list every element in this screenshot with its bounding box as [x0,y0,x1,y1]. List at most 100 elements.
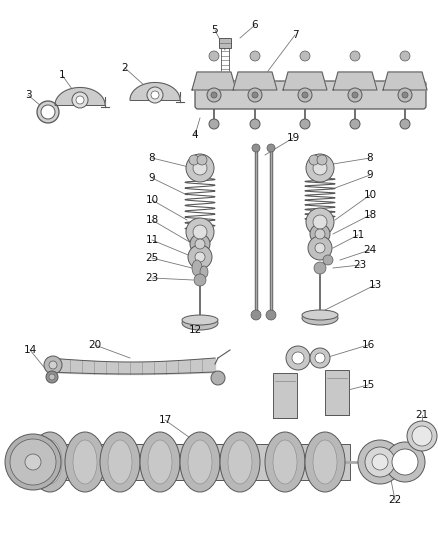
Ellipse shape [30,432,70,492]
Circle shape [194,274,206,286]
Circle shape [398,88,412,102]
Circle shape [186,218,214,246]
Ellipse shape [188,440,212,484]
Circle shape [76,96,84,104]
Circle shape [193,161,207,175]
Text: 21: 21 [415,410,429,420]
Circle shape [10,439,56,485]
Circle shape [358,440,402,484]
Text: 8: 8 [367,153,373,163]
Ellipse shape [302,310,338,320]
Text: 23: 23 [353,260,367,270]
Text: 23: 23 [145,273,159,283]
Ellipse shape [65,432,105,492]
Circle shape [267,144,275,152]
Circle shape [292,352,304,364]
Circle shape [25,454,41,470]
Circle shape [209,119,219,129]
Circle shape [315,243,325,253]
Circle shape [252,92,258,98]
Circle shape [310,224,330,244]
Circle shape [266,310,276,320]
Ellipse shape [180,432,220,492]
Text: 14: 14 [23,345,37,355]
Circle shape [313,215,327,229]
Polygon shape [333,72,377,90]
Circle shape [211,92,217,98]
Circle shape [197,155,207,165]
Circle shape [302,92,308,98]
Circle shape [286,346,310,370]
Circle shape [315,229,325,239]
Polygon shape [283,72,327,90]
Polygon shape [383,72,427,90]
Circle shape [209,51,219,61]
Circle shape [248,88,262,102]
Circle shape [385,442,425,482]
Circle shape [352,92,358,98]
Text: 9: 9 [367,170,373,180]
Circle shape [250,51,260,61]
Bar [325,370,349,415]
Text: 2: 2 [122,63,128,73]
FancyBboxPatch shape [195,81,426,109]
Ellipse shape [220,432,260,492]
Text: 22: 22 [389,495,402,505]
Circle shape [147,87,163,103]
Bar [219,38,231,48]
Circle shape [252,144,260,152]
Circle shape [37,101,59,123]
Text: 11: 11 [351,230,364,240]
Circle shape [308,236,332,260]
Ellipse shape [305,432,345,492]
Circle shape [251,310,261,320]
Circle shape [392,449,418,475]
Text: 5: 5 [212,25,218,35]
Ellipse shape [302,311,338,325]
Bar [273,373,297,418]
Circle shape [402,92,408,98]
Circle shape [400,51,410,61]
Text: 12: 12 [188,325,201,335]
Text: 19: 19 [286,133,300,143]
Circle shape [5,434,61,490]
Circle shape [186,154,214,182]
Circle shape [195,252,205,262]
Circle shape [309,155,319,165]
Circle shape [306,208,334,236]
Ellipse shape [273,440,297,484]
Circle shape [298,88,312,102]
Circle shape [211,371,225,385]
Text: 10: 10 [145,195,159,205]
Circle shape [400,119,410,129]
Circle shape [44,356,62,374]
Circle shape [195,239,205,249]
Text: 4: 4 [192,130,198,140]
Circle shape [306,154,334,182]
Circle shape [315,353,325,363]
Text: 1: 1 [59,70,65,80]
Circle shape [314,262,326,274]
Text: 3: 3 [25,90,31,100]
Circle shape [49,361,57,369]
Circle shape [350,51,360,61]
Circle shape [412,426,432,446]
Circle shape [310,348,330,368]
Text: 17: 17 [159,415,172,425]
Polygon shape [130,83,180,100]
Polygon shape [55,87,105,105]
Ellipse shape [100,432,140,492]
Circle shape [188,245,212,269]
Text: 6: 6 [252,20,258,30]
Circle shape [300,51,310,61]
Text: 20: 20 [88,340,102,350]
Ellipse shape [73,440,97,484]
Ellipse shape [265,432,305,492]
Ellipse shape [228,440,252,484]
Circle shape [193,225,207,239]
Circle shape [372,454,388,470]
Circle shape [348,88,362,102]
Ellipse shape [313,440,337,484]
Circle shape [46,371,58,383]
Polygon shape [192,72,236,90]
